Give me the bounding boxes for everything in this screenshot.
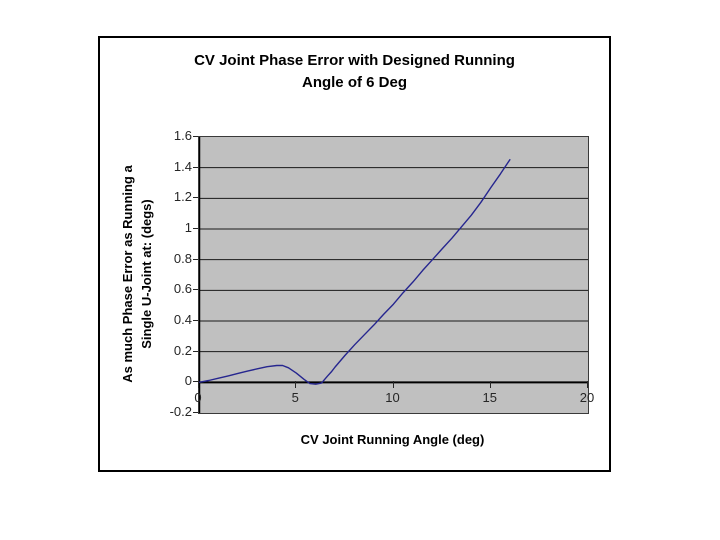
y-tick-label: 1.4 [173, 158, 192, 174]
chart-title: CV Joint Phase Error with Designed Runni… [100, 50, 609, 94]
y-tick-mark [193, 258, 198, 260]
y-tick-label: 1.6 [173, 128, 192, 143]
x-tick-mark [198, 381, 199, 389]
x-tick-mark [295, 381, 297, 389]
y-tick-label: 0.2 [173, 342, 192, 358]
y-tick-mark [193, 228, 198, 229]
data-line [199, 158, 511, 385]
plot-svg [199, 137, 588, 413]
plot-background [199, 137, 588, 413]
x-tick-label: 10 [385, 390, 400, 406]
x-tick-label: 20 [579, 390, 595, 406]
y-tick-mark [193, 136, 198, 137]
y-axis-title-line1: As much Phase Error as Running a [120, 165, 135, 383]
x-tick-mark [392, 381, 394, 389]
x-tick-mark [489, 381, 491, 389]
y-tick-mark [193, 412, 198, 413]
y-tick-label: 0.4 [173, 312, 192, 327]
chart-title-line2: Angle of 6 Deg [301, 74, 407, 91]
y-tick-label: 1 [184, 220, 192, 235]
y-tick-label: 0.8 [173, 250, 192, 266]
y-tick-mark [193, 289, 198, 291]
y-tick-mark [193, 350, 198, 352]
y-tick-mark [193, 320, 198, 321]
chart-frame: CV Joint Phase Error with Designed Runni… [98, 36, 611, 472]
x-axis-title: CV Joint Running Angle (deg) [300, 432, 485, 447]
y-tick-label: 1.2 [173, 189, 192, 205]
y-tick-label: -0.2 [169, 404, 192, 419]
x-tick-label: 15 [482, 390, 497, 406]
y-tick-label: 0.6 [173, 281, 192, 297]
x-tick-mark [587, 381, 588, 389]
plot-area [198, 136, 589, 414]
y-tick-mark [193, 381, 198, 383]
y-tick-mark [193, 197, 198, 199]
y-tick-label: 0 [184, 373, 192, 389]
x-tick-label: 5 [291, 390, 299, 406]
y-axis-title: As much Phase Error as Running a Single … [118, 165, 156, 382]
x-tick-label: 0 [194, 390, 202, 406]
y-tick-mark [193, 166, 198, 168]
chart-title-line1: CV Joint Phase Error with Designed Runni… [194, 52, 515, 69]
